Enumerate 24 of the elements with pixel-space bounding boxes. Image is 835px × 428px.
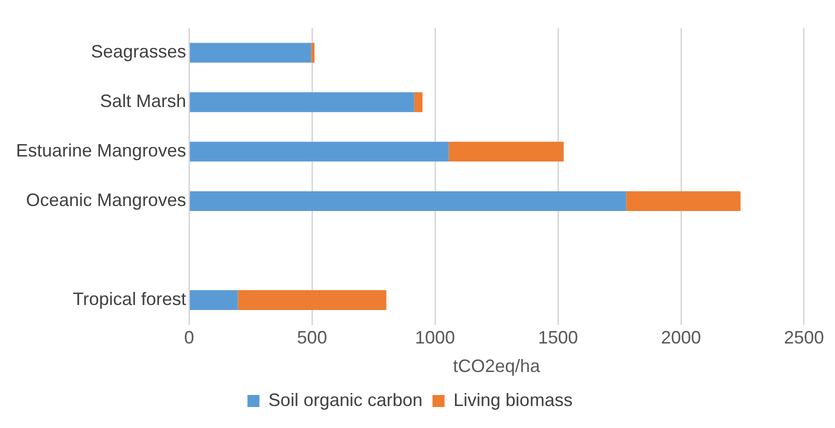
- bar: [190, 290, 238, 310]
- bar: [311, 42, 315, 63]
- y-tick-label: Seagrasses: [91, 42, 186, 62]
- y-tick-label: Estuarine Mangroves: [16, 140, 186, 161]
- legend-label: Living biomass: [454, 390, 573, 410]
- y-tick-label: Tropical forest: [72, 289, 186, 310]
- x-tick-label: 2000: [660, 328, 702, 348]
- y-tick-label: Salt Marsh: [100, 91, 186, 112]
- bar: [414, 92, 422, 112]
- y-tick-label: Oceanic Mangroves: [26, 190, 186, 210]
- x-tick-label: 1500: [538, 328, 578, 348]
- bar: [238, 290, 386, 310]
- bar: [190, 191, 626, 212]
- x-tick-label: 1000: [415, 328, 456, 348]
- x-tick-label: 2500: [784, 328, 824, 348]
- bar: [190, 92, 414, 112]
- legend-label: Soil organic carbon: [268, 390, 423, 410]
- bar: [190, 142, 449, 162]
- x-tick-label: 500: [297, 328, 328, 348]
- bar: [190, 42, 312, 63]
- x-tick-label: 0: [184, 328, 194, 348]
- bar: [448, 142, 564, 162]
- bar: [626, 191, 741, 212]
- x-axis-title: tCO2eq/ha: [453, 356, 542, 376]
